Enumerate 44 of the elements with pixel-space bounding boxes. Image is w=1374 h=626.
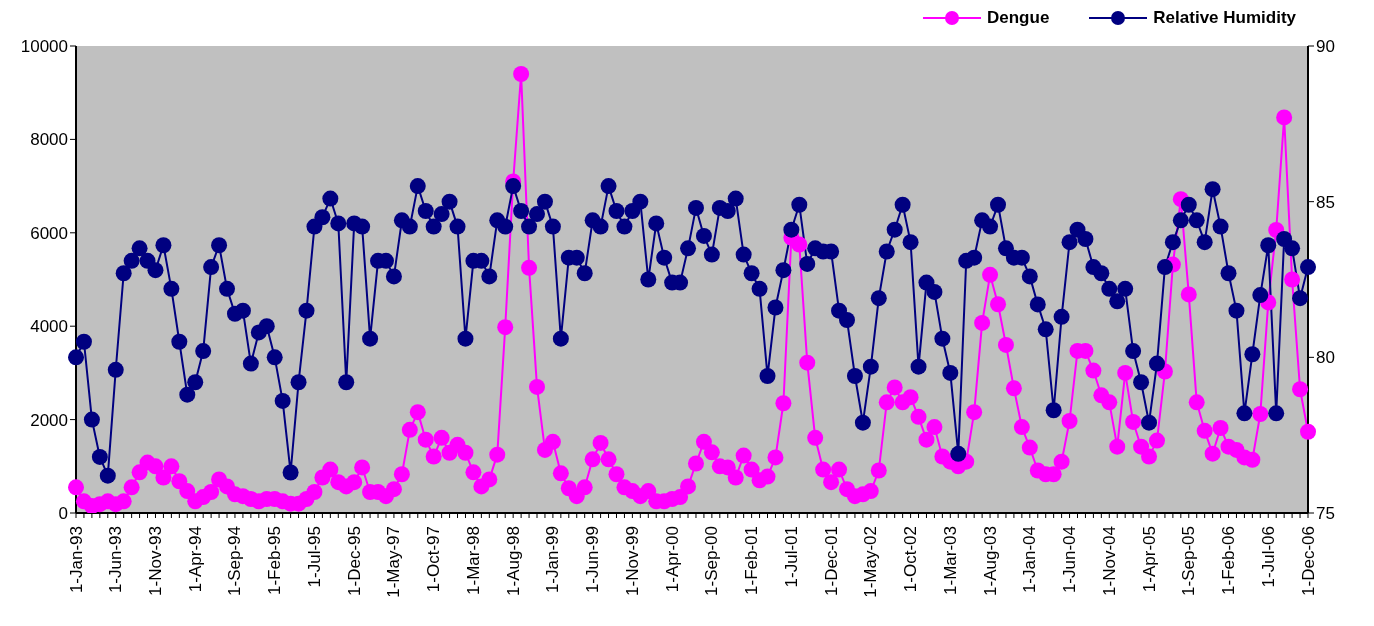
x-tick-label: 1-Aug-03	[980, 526, 1000, 596]
x-tick-label: 1-Sep-00	[702, 526, 722, 596]
x-tick-label: 1-Jan-99	[543, 526, 563, 594]
x-tick-label: 1-Jun-99	[583, 526, 603, 594]
y2-tick-label: 75	[1316, 504, 1335, 524]
y-tick-label: 2000	[30, 410, 68, 430]
x-tick-label: 1-Nov-99	[622, 526, 642, 596]
legend-label: Relative Humidity	[1153, 8, 1296, 28]
x-tick-label: 1-Jul-01	[781, 526, 801, 588]
x-tick-label: 1-Dec-95	[344, 526, 364, 596]
x-tick-label: 1-Mar-98	[463, 526, 483, 595]
x-tick-label: 1-Feb-95	[265, 526, 285, 595]
y-tick-label: 6000	[30, 223, 68, 243]
x-tick-label: 1-Sep-05	[1179, 526, 1199, 596]
x-tick-label: 1-Apr-00	[662, 526, 682, 593]
x-tick-label: 1-Nov-93	[145, 526, 165, 596]
y-tick-label: 0	[58, 504, 68, 524]
x-tick-label: 1-Jun-93	[106, 526, 126, 594]
x-tick-label: 1-Sep-94	[225, 526, 245, 596]
y2-tick-label: 85	[1316, 192, 1335, 212]
x-tick-label: 1-Dec-06	[1298, 526, 1318, 596]
x-tick-label: 1-Jul-06	[1258, 526, 1278, 588]
y2-tick-label: 80	[1316, 348, 1335, 368]
x-tick-label: 1-Apr-05	[1139, 526, 1159, 593]
x-tick-label: 1-Nov-04	[1099, 526, 1119, 596]
y-tick-label: 8000	[30, 130, 68, 150]
x-tick-label: 1-Jun-04	[1060, 526, 1080, 594]
x-tick-label: 1-Feb-06	[1219, 526, 1239, 595]
x-tick-label: 1-Jul-95	[304, 526, 324, 588]
x-tick-label: 1-Feb-01	[742, 526, 762, 595]
x-tick-label: 1-Oct-02	[901, 526, 921, 593]
y-tick-label: 10000	[20, 37, 68, 57]
y-tick-label: 4000	[30, 317, 68, 337]
y2-tick-label: 90	[1316, 37, 1335, 57]
x-tick-label: 1-Oct-97	[424, 526, 444, 593]
x-tick-label: 1-Mar-03	[940, 526, 960, 595]
x-tick-label: 1-Jan-04	[1020, 526, 1040, 594]
x-tick-label: 1-Aug-98	[503, 526, 523, 596]
x-tick-label: 1-Dec-01	[821, 526, 841, 596]
x-tick-label: 1-Apr-94	[185, 526, 205, 593]
x-tick-label: 1-May-97	[384, 526, 404, 598]
x-tick-label: 1-Jan-93	[66, 526, 86, 594]
x-tick-label: 1-May-02	[861, 526, 881, 598]
legend-label: Dengue	[987, 8, 1050, 28]
